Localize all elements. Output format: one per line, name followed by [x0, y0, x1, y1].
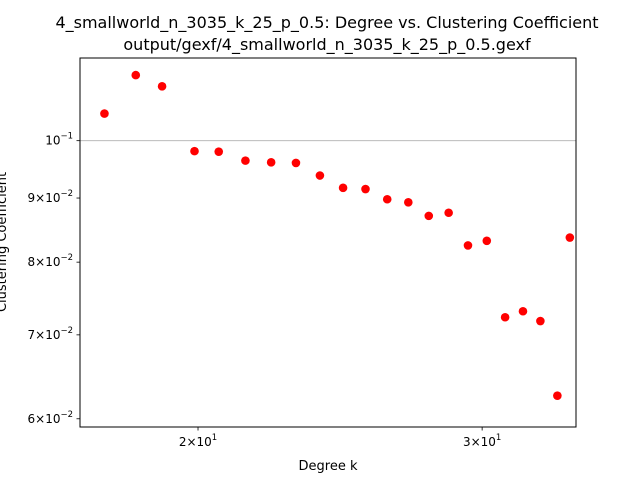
data-point [266, 158, 276, 167]
y-axis-label: Clustering Coefficient [0, 172, 10, 312]
data-point [157, 82, 167, 91]
data-point [190, 146, 199, 156]
data-point [482, 236, 492, 246]
data-point [382, 194, 392, 204]
y-tick-label: 6×10−2 [28, 410, 74, 426]
x-tick-label: 2×101 [179, 433, 217, 449]
y-tick-label: 9×10−2 [28, 189, 74, 205]
data-points [100, 70, 575, 400]
data-point [100, 109, 109, 118]
data-point [214, 147, 224, 156]
data-point [463, 241, 473, 250]
x-tick-label: 3×101 [463, 433, 501, 449]
data-point [500, 312, 510, 322]
data-point [518, 306, 528, 316]
chart-title: 4_smallworld_n_3035_k_25_p_0.5: Degree v… [55, 13, 598, 33]
data-point [361, 184, 370, 194]
data-point [536, 316, 545, 326]
plot-area [79, 57, 577, 428]
data-point [444, 208, 453, 218]
data-point [338, 183, 348, 193]
y-tick-label: 8×10−2 [28, 253, 74, 269]
data-point [424, 211, 434, 221]
data-point [565, 233, 575, 242]
data-point [315, 171, 325, 180]
data-point [291, 158, 301, 168]
data-point [553, 391, 562, 400]
x-axis-ticks: 2×101 3×101 [179, 427, 501, 449]
data-point [131, 70, 141, 80]
y-tick-label: 7×10−2 [28, 326, 74, 342]
data-point [241, 156, 250, 165]
y-axis-ticks: 6×10−2 7×10−2 8×10−2 9×10−2 10−1 [28, 132, 80, 426]
y-tick-label: 10−1 [45, 132, 73, 148]
data-point [404, 197, 413, 207]
x-axis-label: Degree k [299, 459, 358, 474]
chart-subtitle: output/gexf/4_smallworld_n_3035_k_25_p_0… [123, 35, 531, 55]
